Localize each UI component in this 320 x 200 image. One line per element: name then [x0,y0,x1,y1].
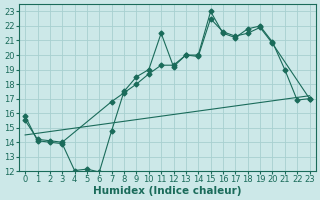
X-axis label: Humidex (Indice chaleur): Humidex (Indice chaleur) [93,186,242,196]
